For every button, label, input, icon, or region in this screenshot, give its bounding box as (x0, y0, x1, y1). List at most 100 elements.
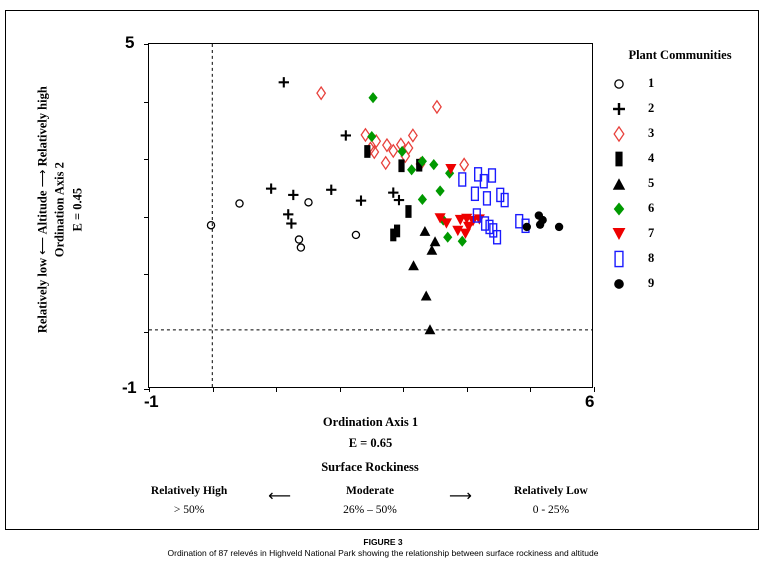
y-axis-left-arrow-icon: ⟵ (34, 236, 50, 255)
open-diamond-marker (613, 125, 625, 142)
rockiness-low-value: 0 - 25% (532, 504, 570, 516)
x-axis-tick (530, 387, 532, 392)
legend-item-9[interactable]: 9 (600, 271, 760, 296)
legend-item-7[interactable]: 7 (600, 221, 760, 246)
data-point-community-8 (472, 208, 481, 223)
y-axis-tick (144, 159, 149, 160)
data-point-community-8 (487, 168, 497, 183)
x-axis-tick (149, 387, 150, 392)
open-rectangle-marker (614, 250, 624, 267)
legend-item-5[interactable]: 5 (600, 171, 760, 196)
plus-marker (613, 102, 625, 115)
legend-label-4: 4 (648, 151, 655, 165)
data-point-community-6 (429, 159, 439, 171)
x-axis-tick (466, 387, 468, 392)
legend-marker-6 (600, 198, 638, 220)
filled-circle-marker (614, 278, 624, 289)
legend-item-3[interactable]: 3 (600, 121, 760, 146)
y-axis-caption: Relatively low ⟵ Altitude ⟶ Relatively h… (34, 35, 85, 385)
data-point-community-6 (407, 164, 417, 176)
data-point-community-3 (407, 128, 418, 143)
data-point-community-8 (496, 187, 505, 203)
data-point-community-6 (417, 155, 427, 167)
x-axis-min-label: -1 (144, 392, 159, 411)
data-point-community-7 (452, 225, 464, 237)
data-point-community-6 (443, 231, 453, 243)
data-point-community-3 (381, 137, 392, 153)
data-point-community-6 (457, 235, 467, 247)
y-axis-tick (144, 44, 149, 45)
data-point-community-3 (431, 99, 442, 115)
legend-label-2: 2 (648, 101, 655, 115)
data-point-community-2 (283, 209, 294, 220)
legend-label-7: 7 (648, 226, 655, 240)
legend-label-8: 8 (648, 251, 655, 265)
legend-marker-5 (600, 173, 638, 195)
legend-item-6[interactable]: 6 (600, 196, 760, 221)
filled-rectangle-marker (615, 151, 623, 166)
data-point-community-4 (398, 159, 405, 173)
data-point-community-9 (554, 222, 564, 232)
data-point-community-2 (355, 195, 367, 206)
y-axis-tick (144, 101, 149, 103)
rockiness-right-arrow-icon: ⟶ (448, 486, 472, 505)
y-axis-right-arrow-icon: ⟶ (34, 169, 50, 188)
data-point-community-4 (390, 228, 397, 242)
legend-label-6: 6 (648, 201, 655, 215)
y-axis-high-label: Relatively high (35, 86, 50, 167)
y-axis-variable-label: Altitude (35, 190, 50, 235)
series-group-7 (434, 164, 485, 239)
series-group-3 (316, 85, 470, 172)
scatter-plot-canvas (149, 44, 592, 387)
rockiness-moderate-value: 26% – 50% (343, 504, 397, 516)
open-circle-marker (614, 78, 624, 89)
data-point-community-3 (316, 85, 327, 101)
scatter-plot-frame (144, 43, 595, 392)
data-point-community-1 (304, 198, 313, 207)
legend-rows: 1 2 3 4 5 6 7 8 9 (600, 71, 760, 296)
figure-caption-text: Ordination of 87 relevés in Highveld Nat… (167, 548, 599, 558)
y-axis-eigenvalue: E = 0.45 (70, 187, 85, 232)
y-axis-min-label: -1 (122, 378, 137, 397)
x-axis-tick (276, 387, 278, 392)
rockiness-left-arrow-icon: ⟵ (268, 486, 291, 505)
data-point-community-7 (459, 228, 472, 239)
legend-item-8[interactable]: 8 (600, 246, 760, 271)
legend-marker-7 (600, 223, 638, 245)
x-axis-tick (403, 387, 405, 392)
filled-triangle-down-marker (612, 227, 626, 240)
legend-item-1[interactable]: 1 (600, 71, 760, 96)
data-point-community-6 (367, 131, 377, 143)
data-point-community-8 (482, 191, 492, 206)
data-point-community-2 (286, 218, 297, 229)
legend-marker-3 (600, 123, 638, 145)
data-point-community-8 (470, 186, 480, 202)
data-point-community-6 (417, 193, 427, 206)
rockiness-moderate-label: Moderate (346, 485, 394, 497)
plus-marker (613, 102, 625, 115)
data-point-community-9 (522, 222, 531, 232)
data-point-community-4 (364, 145, 371, 158)
legend-marker-8 (600, 248, 638, 270)
legend-marker-2 (600, 98, 638, 120)
rockiness-high-value: > 50% (173, 504, 205, 516)
rockiness-high-label: Relatively High (150, 485, 228, 497)
x-axis-max-label: 6 (585, 392, 594, 411)
series-group-4 (364, 145, 423, 242)
data-point-community-5 (426, 244, 438, 255)
data-point-community-6 (435, 185, 445, 197)
filled-rectangle-marker (615, 151, 623, 166)
data-point-community-2 (326, 184, 337, 195)
legend-item-4[interactable]: 4 (600, 146, 760, 171)
y-axis-tick (144, 331, 149, 333)
data-point-community-2 (340, 130, 351, 141)
data-point-community-7 (434, 213, 446, 224)
x-axis-tick (339, 387, 341, 392)
data-point-community-2 (393, 194, 405, 206)
legend-marker-1 (600, 73, 638, 95)
open-circle-marker (614, 78, 624, 89)
legend-label-1: 1 (648, 76, 655, 90)
data-point-community-9 (538, 215, 547, 225)
legend-item-2[interactable]: 2 (600, 96, 760, 121)
